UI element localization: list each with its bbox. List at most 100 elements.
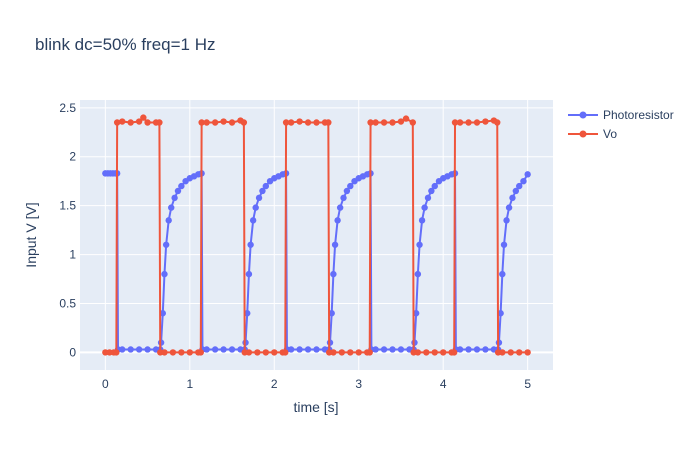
data-point bbox=[211, 119, 219, 126]
data-point bbox=[416, 241, 423, 248]
data-point bbox=[414, 270, 422, 278]
data-point bbox=[113, 119, 121, 126]
plot-background bbox=[80, 100, 553, 370]
data-point bbox=[304, 346, 312, 353]
series-layer bbox=[102, 114, 531, 356]
data-point bbox=[211, 346, 219, 353]
data-point bbox=[313, 119, 320, 126]
legend-item: Photoresistor bbox=[568, 108, 674, 122]
data-point bbox=[168, 204, 175, 211]
series-photoresistor bbox=[102, 170, 531, 353]
data-point bbox=[340, 194, 347, 202]
data-point bbox=[389, 346, 396, 353]
data-point bbox=[494, 119, 501, 126]
data-point bbox=[262, 182, 270, 190]
data-point bbox=[247, 241, 254, 248]
data-point bbox=[507, 349, 514, 356]
data-point bbox=[450, 349, 458, 356]
legend-swatch-marker bbox=[579, 111, 587, 119]
data-point bbox=[418, 217, 426, 224]
data-point bbox=[296, 346, 303, 353]
data-point bbox=[524, 171, 531, 178]
data-point bbox=[334, 217, 341, 224]
data-point bbox=[287, 119, 295, 126]
legend-label: Photoresistor bbox=[603, 108, 674, 122]
data-point bbox=[330, 349, 337, 356]
data-point bbox=[325, 119, 332, 126]
data-point bbox=[355, 349, 362, 356]
data-point bbox=[186, 349, 193, 356]
data-point bbox=[497, 310, 504, 317]
data-point bbox=[414, 349, 422, 356]
data-point bbox=[245, 270, 253, 278]
y-tick-label: 2 bbox=[69, 150, 76, 164]
data-point bbox=[240, 119, 248, 126]
data-point bbox=[424, 194, 432, 202]
y-tick-label: 1 bbox=[69, 248, 76, 262]
data-point bbox=[505, 204, 513, 211]
x-tick-label: 5 bbox=[524, 377, 531, 391]
data-point bbox=[473, 119, 481, 126]
data-point bbox=[516, 349, 523, 356]
data-point bbox=[402, 115, 410, 122]
data-point bbox=[499, 270, 506, 278]
data-point bbox=[203, 346, 210, 353]
data-point bbox=[336, 204, 344, 211]
series-vo bbox=[102, 114, 531, 356]
data-point bbox=[296, 118, 303, 125]
data-point bbox=[254, 349, 261, 356]
data-point bbox=[113, 349, 120, 356]
data-point bbox=[135, 346, 143, 353]
data-point bbox=[262, 349, 270, 356]
y-tick-label: 2.5 bbox=[59, 101, 76, 115]
data-point bbox=[161, 270, 168, 278]
data-point bbox=[282, 119, 290, 126]
data-point bbox=[428, 187, 435, 195]
data-point bbox=[423, 349, 430, 356]
x-axis-title: time [s] bbox=[293, 399, 338, 415]
data-point bbox=[328, 310, 335, 317]
data-point bbox=[178, 349, 185, 356]
data-point bbox=[220, 118, 227, 125]
data-point bbox=[197, 349, 204, 356]
data-point bbox=[512, 187, 520, 195]
data-point bbox=[161, 349, 168, 356]
data-point bbox=[144, 346, 151, 353]
data-point bbox=[347, 182, 354, 190]
data-point bbox=[331, 241, 339, 248]
data-point bbox=[271, 349, 278, 356]
data-point bbox=[389, 119, 396, 126]
y-tick-label: 0 bbox=[69, 345, 76, 359]
data-point bbox=[451, 119, 459, 126]
data-point bbox=[509, 194, 516, 202]
data-point bbox=[255, 194, 263, 202]
data-point bbox=[366, 349, 373, 356]
x-tick-label: 3 bbox=[355, 377, 362, 391]
x-tick-label: 1 bbox=[186, 377, 193, 391]
data-point bbox=[178, 182, 185, 190]
data-point bbox=[203, 119, 210, 126]
data-point bbox=[127, 346, 134, 353]
y-tick-label: 0.5 bbox=[59, 296, 76, 310]
data-point bbox=[135, 118, 143, 125]
data-point bbox=[440, 349, 447, 356]
data-point bbox=[304, 119, 312, 126]
data-point bbox=[228, 346, 236, 353]
data-point bbox=[287, 346, 295, 353]
data-point bbox=[397, 346, 405, 353]
data-point bbox=[431, 349, 438, 356]
data-point bbox=[165, 217, 172, 224]
data-point bbox=[347, 349, 354, 356]
data-point bbox=[313, 346, 320, 353]
data-point bbox=[397, 118, 405, 125]
data-point bbox=[249, 217, 257, 224]
x-tick-label: 4 bbox=[440, 377, 447, 391]
data-point bbox=[465, 346, 472, 353]
data-point bbox=[372, 119, 379, 126]
data-point bbox=[456, 119, 464, 126]
data-point bbox=[119, 118, 126, 125]
data-point bbox=[503, 217, 510, 224]
data-point bbox=[140, 114, 147, 121]
data-point bbox=[500, 241, 508, 248]
